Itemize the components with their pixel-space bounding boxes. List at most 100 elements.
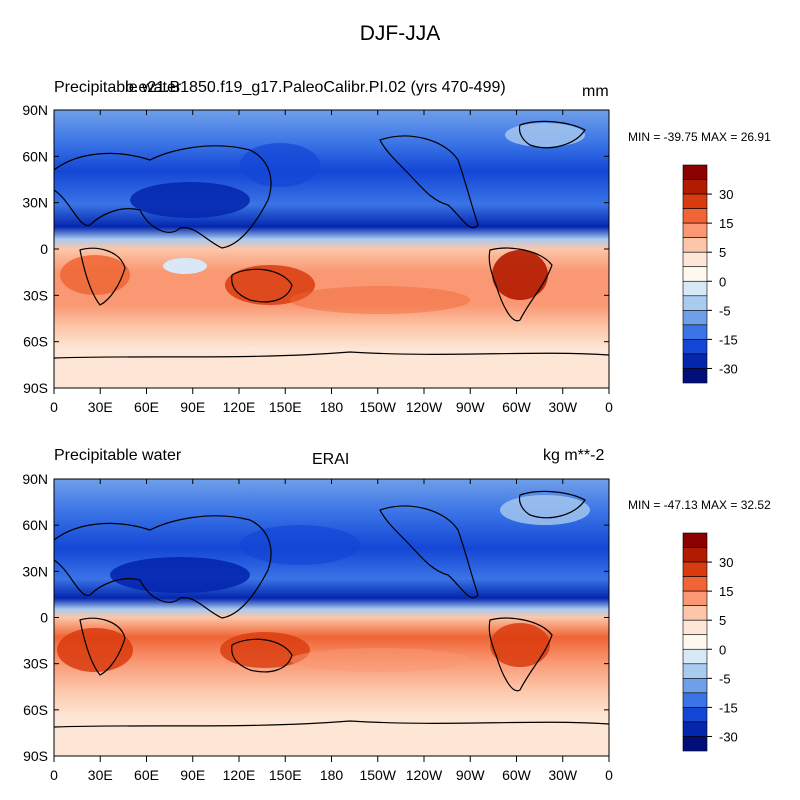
panel1-coastlines bbox=[54, 120, 609, 359]
panel2-lat-label: 60N bbox=[22, 517, 48, 533]
panel2-colorbar-swatch bbox=[682, 736, 708, 752]
panel2-africa-max bbox=[57, 628, 133, 672]
panel2-field-fill bbox=[54, 479, 609, 756]
panel1-lon-label: 120E bbox=[223, 399, 256, 415]
panel1-center-title: b.e21.B1850.f19_g17.PaleoCalibr.PI.02 (y… bbox=[125, 79, 506, 96]
panel2-colorbar-swatch bbox=[682, 605, 708, 621]
panel1-lat-label: 0 bbox=[40, 241, 48, 257]
panel1-colorbar-label: 0 bbox=[719, 274, 726, 289]
panel2-lat-label: 90N bbox=[22, 471, 48, 487]
panel1-left-title: Precipitable water bbox=[54, 79, 182, 96]
panel1-colorbar-swatch bbox=[682, 164, 708, 180]
panel1-colorbar-swatch bbox=[682, 295, 708, 311]
panel2-colorbar-swatch bbox=[682, 663, 708, 679]
panel2-lat-label: 30S bbox=[23, 656, 48, 672]
panel1-lon-label: 60E bbox=[134, 399, 159, 415]
panel2-lon-label: 60E bbox=[134, 767, 159, 783]
panel1-lon-label: 30W bbox=[548, 399, 578, 415]
panel1-lat-label: 30N bbox=[22, 195, 48, 211]
panel1-lon-label: 30E bbox=[88, 399, 113, 415]
panel2-asia-minimum bbox=[110, 557, 250, 593]
panel1-indian-ocean-patch bbox=[163, 258, 207, 274]
panel1-lat-label: 90N bbox=[22, 102, 48, 118]
panel2-min-max: MIN = -47.13 MAX = 32.52 bbox=[628, 498, 771, 512]
panel1-lat-label: 90S bbox=[23, 380, 48, 396]
panel2-colorbar-swatch bbox=[682, 707, 708, 723]
panel1-colorbar: 30 15 5 0 -5 -15 -30 bbox=[682, 164, 738, 384]
panel1-lat-label: 60N bbox=[22, 148, 48, 164]
panel2-south-america-max bbox=[490, 623, 550, 667]
panel1-colorbar-swatch bbox=[682, 339, 708, 355]
panel2-colorbar-label: -30 bbox=[719, 729, 738, 744]
panel1-lon-label: 150W bbox=[359, 399, 396, 415]
panel1-colorbar-swatch bbox=[682, 368, 708, 384]
panel1-south-america-max bbox=[492, 250, 548, 300]
panel2-colorbar-swatch bbox=[682, 576, 708, 592]
panel2-lon-label: 30E bbox=[88, 767, 113, 783]
panel2-colorbar-label: 15 bbox=[719, 584, 733, 599]
panel1-lon-label: 150E bbox=[269, 399, 302, 415]
panel2-coastlines bbox=[54, 490, 609, 728]
panel2-lon-label: 180 bbox=[320, 767, 344, 783]
panel2-center-title: ERAI bbox=[312, 451, 350, 468]
figure-title: DJF-JJA bbox=[359, 22, 441, 45]
panel2-lon-label: 90W bbox=[456, 767, 486, 783]
panel2-colorbar-label: -5 bbox=[719, 671, 731, 686]
panel1-lon-label: 0 bbox=[50, 399, 58, 415]
panel1-colorbar-swatch bbox=[682, 237, 708, 253]
panel2-lat-label: 90S bbox=[23, 748, 48, 764]
panel1-lat-label: 60S bbox=[23, 334, 48, 350]
panel1-colorbar-label: -5 bbox=[719, 303, 731, 318]
panel1-min-max: MIN = -39.75 MAX = 26.91 bbox=[628, 130, 771, 144]
panel2-lon-label: 0 bbox=[605, 767, 613, 783]
panel1-north-pacific-low bbox=[240, 143, 320, 187]
panel2-lon-label: 120E bbox=[223, 767, 256, 783]
panel1-colorbar-swatch bbox=[682, 266, 708, 282]
panel2-lon-label: 150W bbox=[359, 767, 396, 783]
panel2-colorbar-label: -15 bbox=[719, 700, 738, 715]
panel1-lon-label: 90W bbox=[456, 399, 486, 415]
panel1-colorbar-swatch bbox=[682, 310, 708, 326]
panel2-colorbar-swatch bbox=[682, 634, 708, 650]
panel2-lon-label: 90E bbox=[180, 767, 205, 783]
panel2-colorbar-label: 5 bbox=[719, 613, 726, 628]
panel2-colorbar-swatch bbox=[682, 547, 708, 563]
panel2-colorbar-label: 0 bbox=[719, 642, 726, 657]
panel2-greenland-high bbox=[500, 495, 590, 525]
panel2-south-pacific-band bbox=[290, 648, 470, 672]
panel1-africa-max bbox=[60, 255, 130, 295]
panel1-colorbar-label: -15 bbox=[719, 332, 738, 347]
panel2-lon-label: 120W bbox=[406, 767, 443, 783]
panel1-colorbar-label: 30 bbox=[719, 187, 733, 202]
panel2-colorbar-label: 30 bbox=[719, 555, 733, 570]
panel1-lon-label: 120W bbox=[406, 399, 443, 415]
panel1-lon-label: 180 bbox=[320, 399, 344, 415]
panel2-colorbar-swatch bbox=[682, 692, 708, 708]
panel2-lon-label: 60W bbox=[502, 767, 532, 783]
panel2-lon-label: 30W bbox=[548, 767, 578, 783]
panel1-colorbar-swatch bbox=[682, 208, 708, 224]
panel1-field-fill bbox=[54, 110, 609, 388]
panel1-lon-label: 0 bbox=[605, 399, 613, 415]
panel2-left-title: Precipitable water bbox=[54, 447, 182, 464]
panel1-colorbar-swatch bbox=[682, 353, 708, 369]
panel2-lat-label: 30N bbox=[22, 563, 48, 579]
panel2-units: kg m**-2 bbox=[543, 447, 605, 464]
panel1-colorbar-swatch bbox=[682, 222, 708, 238]
panel2-colorbar-swatch bbox=[682, 561, 708, 577]
panel2-lat-label: 60S bbox=[23, 702, 48, 718]
panel1-lat-label: 30S bbox=[23, 287, 48, 303]
panel2-colorbar-swatch bbox=[682, 619, 708, 636]
panel2-north-pacific-low bbox=[240, 525, 360, 565]
panel1-colorbar-swatch bbox=[682, 193, 708, 209]
panel1-australia-max bbox=[225, 265, 315, 305]
panel2-colorbar-swatch bbox=[682, 590, 708, 606]
panel2-colorbar: 30 15 5 0 -5 -15 -30 bbox=[682, 532, 738, 752]
panel1-colorbar-swatch bbox=[682, 179, 708, 195]
panel1-asia-minimum bbox=[130, 182, 250, 218]
panel2-colorbar-swatch bbox=[682, 532, 708, 548]
